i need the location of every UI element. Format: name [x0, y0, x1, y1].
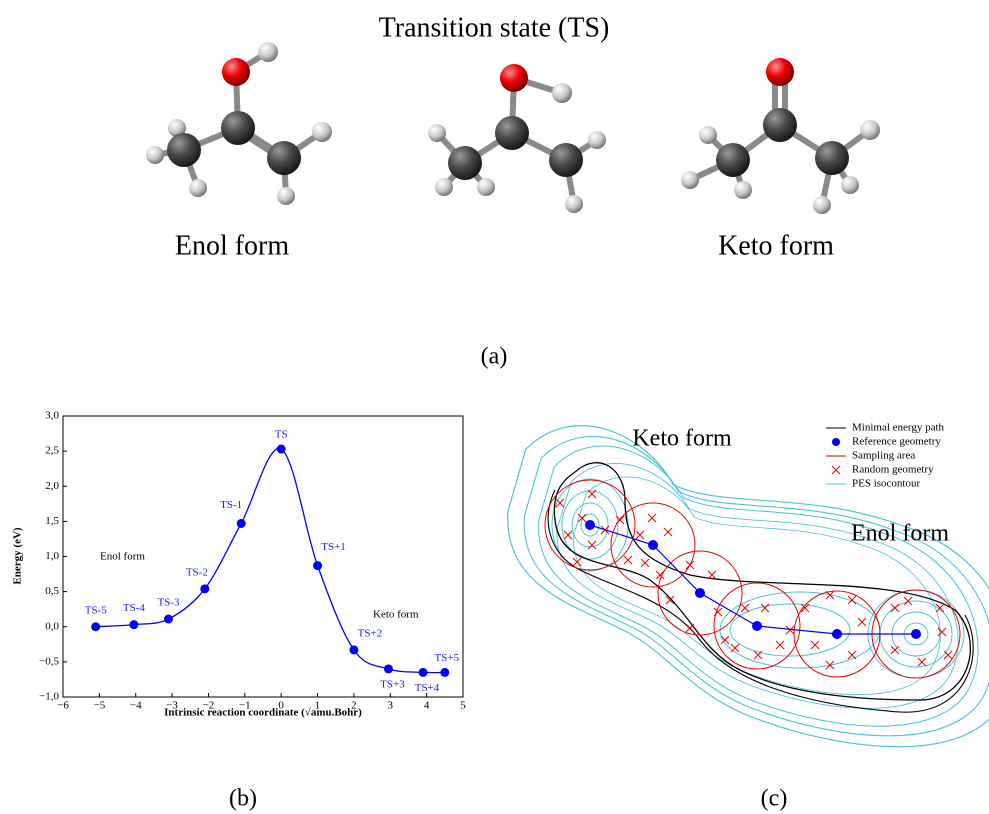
random-geometry: [564, 531, 572, 539]
point-label: TS-3: [157, 597, 180, 609]
random-geometry: [811, 641, 819, 649]
data-point: [349, 645, 358, 654]
random-geometry: [848, 651, 856, 659]
random-geometry: [588, 541, 596, 549]
annotation: Enol form: [100, 551, 145, 563]
random-geometry: [624, 556, 632, 564]
keto-molecule: [681, 58, 880, 214]
point-label: TS+5: [435, 652, 460, 664]
energy-curve: [96, 448, 445, 672]
random-geometry: [664, 528, 672, 536]
legend-label: Random geometry: [852, 464, 934, 476]
data-point: [129, 620, 138, 629]
y-tick-label: −1,0: [39, 691, 59, 703]
point-label: TS-2: [186, 566, 208, 578]
page: {"panel_a":{"title":"Transition state (T…: [0, 0, 989, 814]
y-tick-label: 1,0: [45, 550, 59, 562]
data-point: [384, 664, 393, 673]
data-point: [237, 519, 246, 528]
random-geometry: [891, 604, 899, 612]
random-geometry: [761, 604, 769, 612]
random-geometry: [891, 646, 899, 654]
random-geometry: [556, 499, 564, 507]
point-label: TS-4: [123, 602, 146, 614]
data-point: [419, 668, 428, 677]
data-point: [200, 584, 209, 593]
keto-label: Keto form: [632, 426, 732, 452]
data-point: [277, 445, 286, 454]
data-point: [440, 668, 449, 677]
random-geometry: [686, 624, 694, 632]
random-geometry: [636, 531, 644, 539]
y-tick-label: 0,5: [45, 585, 59, 597]
random-geometry: [938, 628, 946, 636]
x-tick-label: −4: [130, 700, 142, 712]
x-axis-label: Intrinsic reaction coordinate (√amu.Bohr…: [164, 707, 362, 719]
x-tick-label: 0: [278, 700, 284, 712]
data-point: [164, 615, 173, 624]
x-tick-label: −1: [239, 700, 251, 712]
point-label: TS-5: [85, 604, 108, 616]
point-label: TS+2: [358, 627, 383, 639]
random-geometry: [936, 604, 944, 612]
enol-label: Enol form: [851, 521, 949, 547]
y-axis-label: Energy (eV): [12, 527, 24, 584]
y-tick-label: 1,5: [45, 515, 59, 527]
annotation: Keto form: [373, 609, 419, 621]
random-geometry: [858, 618, 866, 626]
y-tick-label: 2,0: [45, 480, 59, 492]
x-tick-label: 1: [315, 700, 321, 712]
panel-title: Transition state (TS): [379, 12, 610, 43]
random-geometry: [944, 651, 952, 659]
x-tick-label: 4: [424, 700, 430, 712]
x-tick-label: 2: [351, 700, 357, 712]
legend-label: Reference geometry: [852, 436, 941, 448]
enol-label: Enol form: [175, 230, 290, 261]
caption: (c): [761, 786, 788, 812]
y-tick-label: 2,5: [45, 445, 59, 457]
random-geometry: [648, 514, 656, 522]
x-tick-label: −5: [94, 700, 106, 712]
random-geometry: [708, 571, 716, 579]
legend-label: Sampling area: [852, 450, 915, 462]
y-tick-label: −0,5: [39, 655, 59, 667]
y-tick-label: 0,0: [45, 620, 59, 632]
random-geometry: [741, 604, 749, 612]
caption: (a): [481, 344, 508, 370]
random-geometry: [731, 644, 739, 652]
random-geometry: [918, 658, 926, 666]
x-tick-label: 5: [460, 700, 466, 712]
random-geometry: [714, 608, 722, 616]
x-tick-label: −2: [203, 700, 215, 712]
point-label: TS+4: [415, 682, 440, 694]
legend-label: PES isocontour: [852, 478, 920, 490]
x-tick-label: 3: [388, 700, 394, 712]
point-label: TS+3: [380, 678, 405, 690]
caption: (b): [229, 786, 257, 812]
random-geometry: [641, 559, 649, 567]
ts-molecule: [428, 64, 606, 213]
data-point: [313, 561, 322, 570]
point-label: TS-1: [220, 499, 242, 511]
point-label: TS: [275, 429, 288, 441]
figure: Transition state (TS) Enol form Keto for…: [0, 0, 989, 814]
legend-label: Minimal energy path: [852, 422, 945, 434]
y-tick-label: 3,0: [45, 410, 59, 422]
data-point: [91, 622, 100, 631]
x-tick-label: −3: [166, 700, 178, 712]
keto-label: Keto form: [718, 230, 834, 261]
random-geometry: [686, 561, 694, 569]
point-label: TS+1: [321, 541, 346, 553]
random-geometry: [656, 571, 664, 579]
random-geometry: [616, 516, 624, 524]
random-geometry: [776, 641, 784, 649]
enol-molecule: [146, 42, 332, 205]
